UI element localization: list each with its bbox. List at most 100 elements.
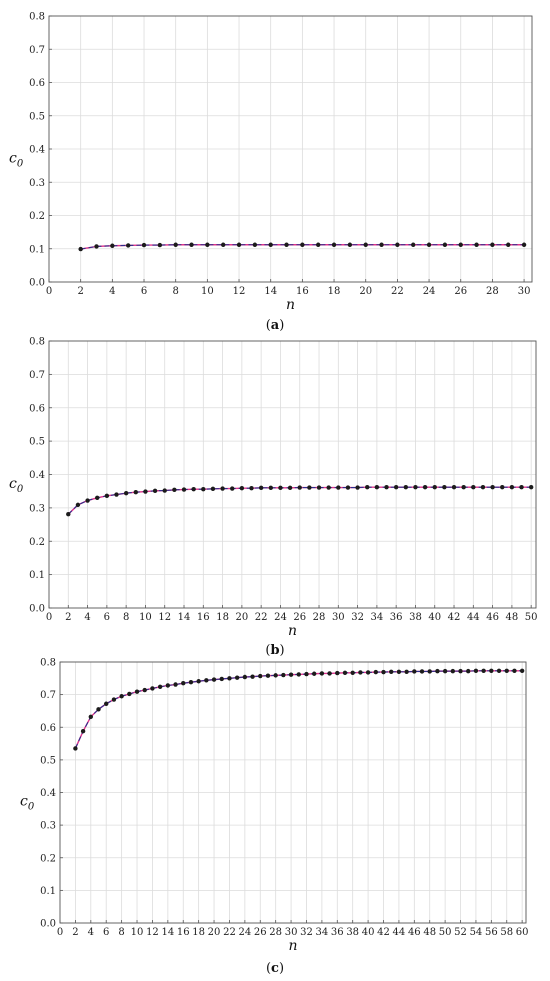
data-point <box>473 668 479 674</box>
y-tick-label: 0.6 <box>40 723 56 734</box>
data-point <box>412 669 417 674</box>
data-point <box>201 486 206 492</box>
x-tick-label: 22 <box>223 927 236 938</box>
x-tick-label: 50 <box>439 927 452 938</box>
data-point <box>496 668 502 674</box>
data-point <box>287 485 293 491</box>
data-point <box>450 668 456 674</box>
x-tick-label: 2 <box>65 612 71 623</box>
x-tick-label: 18 <box>328 286 341 297</box>
x-tick-label: 26 <box>254 927 267 938</box>
data-point <box>204 678 209 683</box>
data-point <box>88 714 94 720</box>
data-point <box>442 242 448 247</box>
data-point <box>104 493 110 499</box>
y-tick-label: 0.1 <box>29 244 45 255</box>
data-point <box>316 485 322 490</box>
data-point <box>358 670 363 675</box>
chart-c: 0 2 4 6 8 10 12 14 16 18 20 22 24 26 28 30 32 34 36 38 40 42 4… <box>20 658 529 955</box>
chart-a: 0 2 4 6 8 10 12 14 16 18 20 22 24 26 28 300.00.10.20.30… <box>9 12 533 313</box>
x-tick-label: 42 <box>448 612 461 623</box>
data-point <box>379 242 384 247</box>
x-tick-label: 26 <box>293 612 306 623</box>
data-point <box>442 668 448 674</box>
data-point <box>268 485 274 491</box>
x-tick-label: 34 <box>371 612 384 623</box>
data-point <box>95 495 100 501</box>
y-tick-label: 0.5 <box>40 755 56 766</box>
x-tick-label: 2 <box>77 286 83 297</box>
x-axis-title: n <box>288 938 297 954</box>
x-tick-label: 50 <box>525 612 538 623</box>
x-tick-label: 58 <box>500 927 513 938</box>
y-tick-label: 0.5 <box>29 111 45 122</box>
y-tick-label: 0.3 <box>29 178 45 189</box>
data-point <box>133 489 138 495</box>
data-point <box>512 668 517 674</box>
data-point <box>365 670 371 675</box>
x-tick-label: 36 <box>331 927 344 938</box>
x-tick-label: 48 <box>423 927 436 938</box>
x-tick-label: 8 <box>173 286 179 297</box>
y-axis-title: c0 <box>9 150 24 169</box>
x-tick-label: 24 <box>238 927 251 938</box>
x-tick-label: 48 <box>506 612 519 623</box>
data-point <box>210 486 216 492</box>
data-point <box>268 242 273 247</box>
data-point <box>466 668 471 674</box>
y-tick-label: 0.4 <box>40 788 56 799</box>
data-point <box>451 484 457 490</box>
x-tick-label: 20 <box>359 286 372 297</box>
x-tick-label: 0 <box>57 927 63 938</box>
data-point <box>474 242 479 247</box>
x-tick-label: 40 <box>428 612 441 623</box>
y-tick-label: 0.8 <box>29 12 45 23</box>
y-tick-label: 0.4 <box>29 145 45 156</box>
x-tick-label: 4 <box>84 612 90 623</box>
data-point <box>181 487 187 492</box>
data-point <box>230 486 235 491</box>
data-point <box>220 486 225 491</box>
x-tick-label: 18 <box>216 612 229 623</box>
y-tick-label: 0.2 <box>29 211 45 222</box>
y-tick-label: 0.4 <box>29 470 45 481</box>
data-point <box>300 242 305 247</box>
data-point <box>304 671 309 677</box>
series-line-dashed <box>74 670 523 749</box>
data-point <box>413 484 418 490</box>
data-point <box>96 707 101 712</box>
data-point <box>345 485 351 490</box>
data-point <box>365 484 370 490</box>
data-point <box>284 242 289 247</box>
x-axis-title: n <box>286 297 295 313</box>
data-point <box>350 670 355 675</box>
y-tick-label: 0.6 <box>29 78 45 89</box>
x-tick-label: 30 <box>285 927 298 938</box>
x-tick-label: 6 <box>141 286 147 297</box>
x-tick-label: 44 <box>467 612 480 623</box>
data-point <box>389 669 394 674</box>
data-point <box>188 680 194 685</box>
caption-b: (b) <box>265 643 284 658</box>
data-point <box>521 242 527 247</box>
x-tick-label: 6 <box>104 612 110 623</box>
data-point <box>395 242 400 247</box>
y-tick-label: 0.8 <box>40 658 56 669</box>
data-point <box>331 242 337 247</box>
data-point <box>141 242 147 248</box>
x-tick-label: 16 <box>177 927 190 938</box>
x-tick-label: 0 <box>46 612 52 623</box>
data-point <box>519 668 525 674</box>
y-tick-label: 0.7 <box>40 690 56 701</box>
x-tick-label: 10 <box>201 286 214 297</box>
data-point <box>393 484 399 490</box>
data-point <box>458 242 463 247</box>
y-tick-label: 0.0 <box>29 604 45 615</box>
data-point <box>125 243 131 248</box>
data-point <box>435 668 440 674</box>
y-axis-title: c0 <box>9 476 24 495</box>
x-tick-label: 12 <box>146 927 159 938</box>
data-point <box>374 484 380 490</box>
x-tick-label: 46 <box>486 612 499 623</box>
